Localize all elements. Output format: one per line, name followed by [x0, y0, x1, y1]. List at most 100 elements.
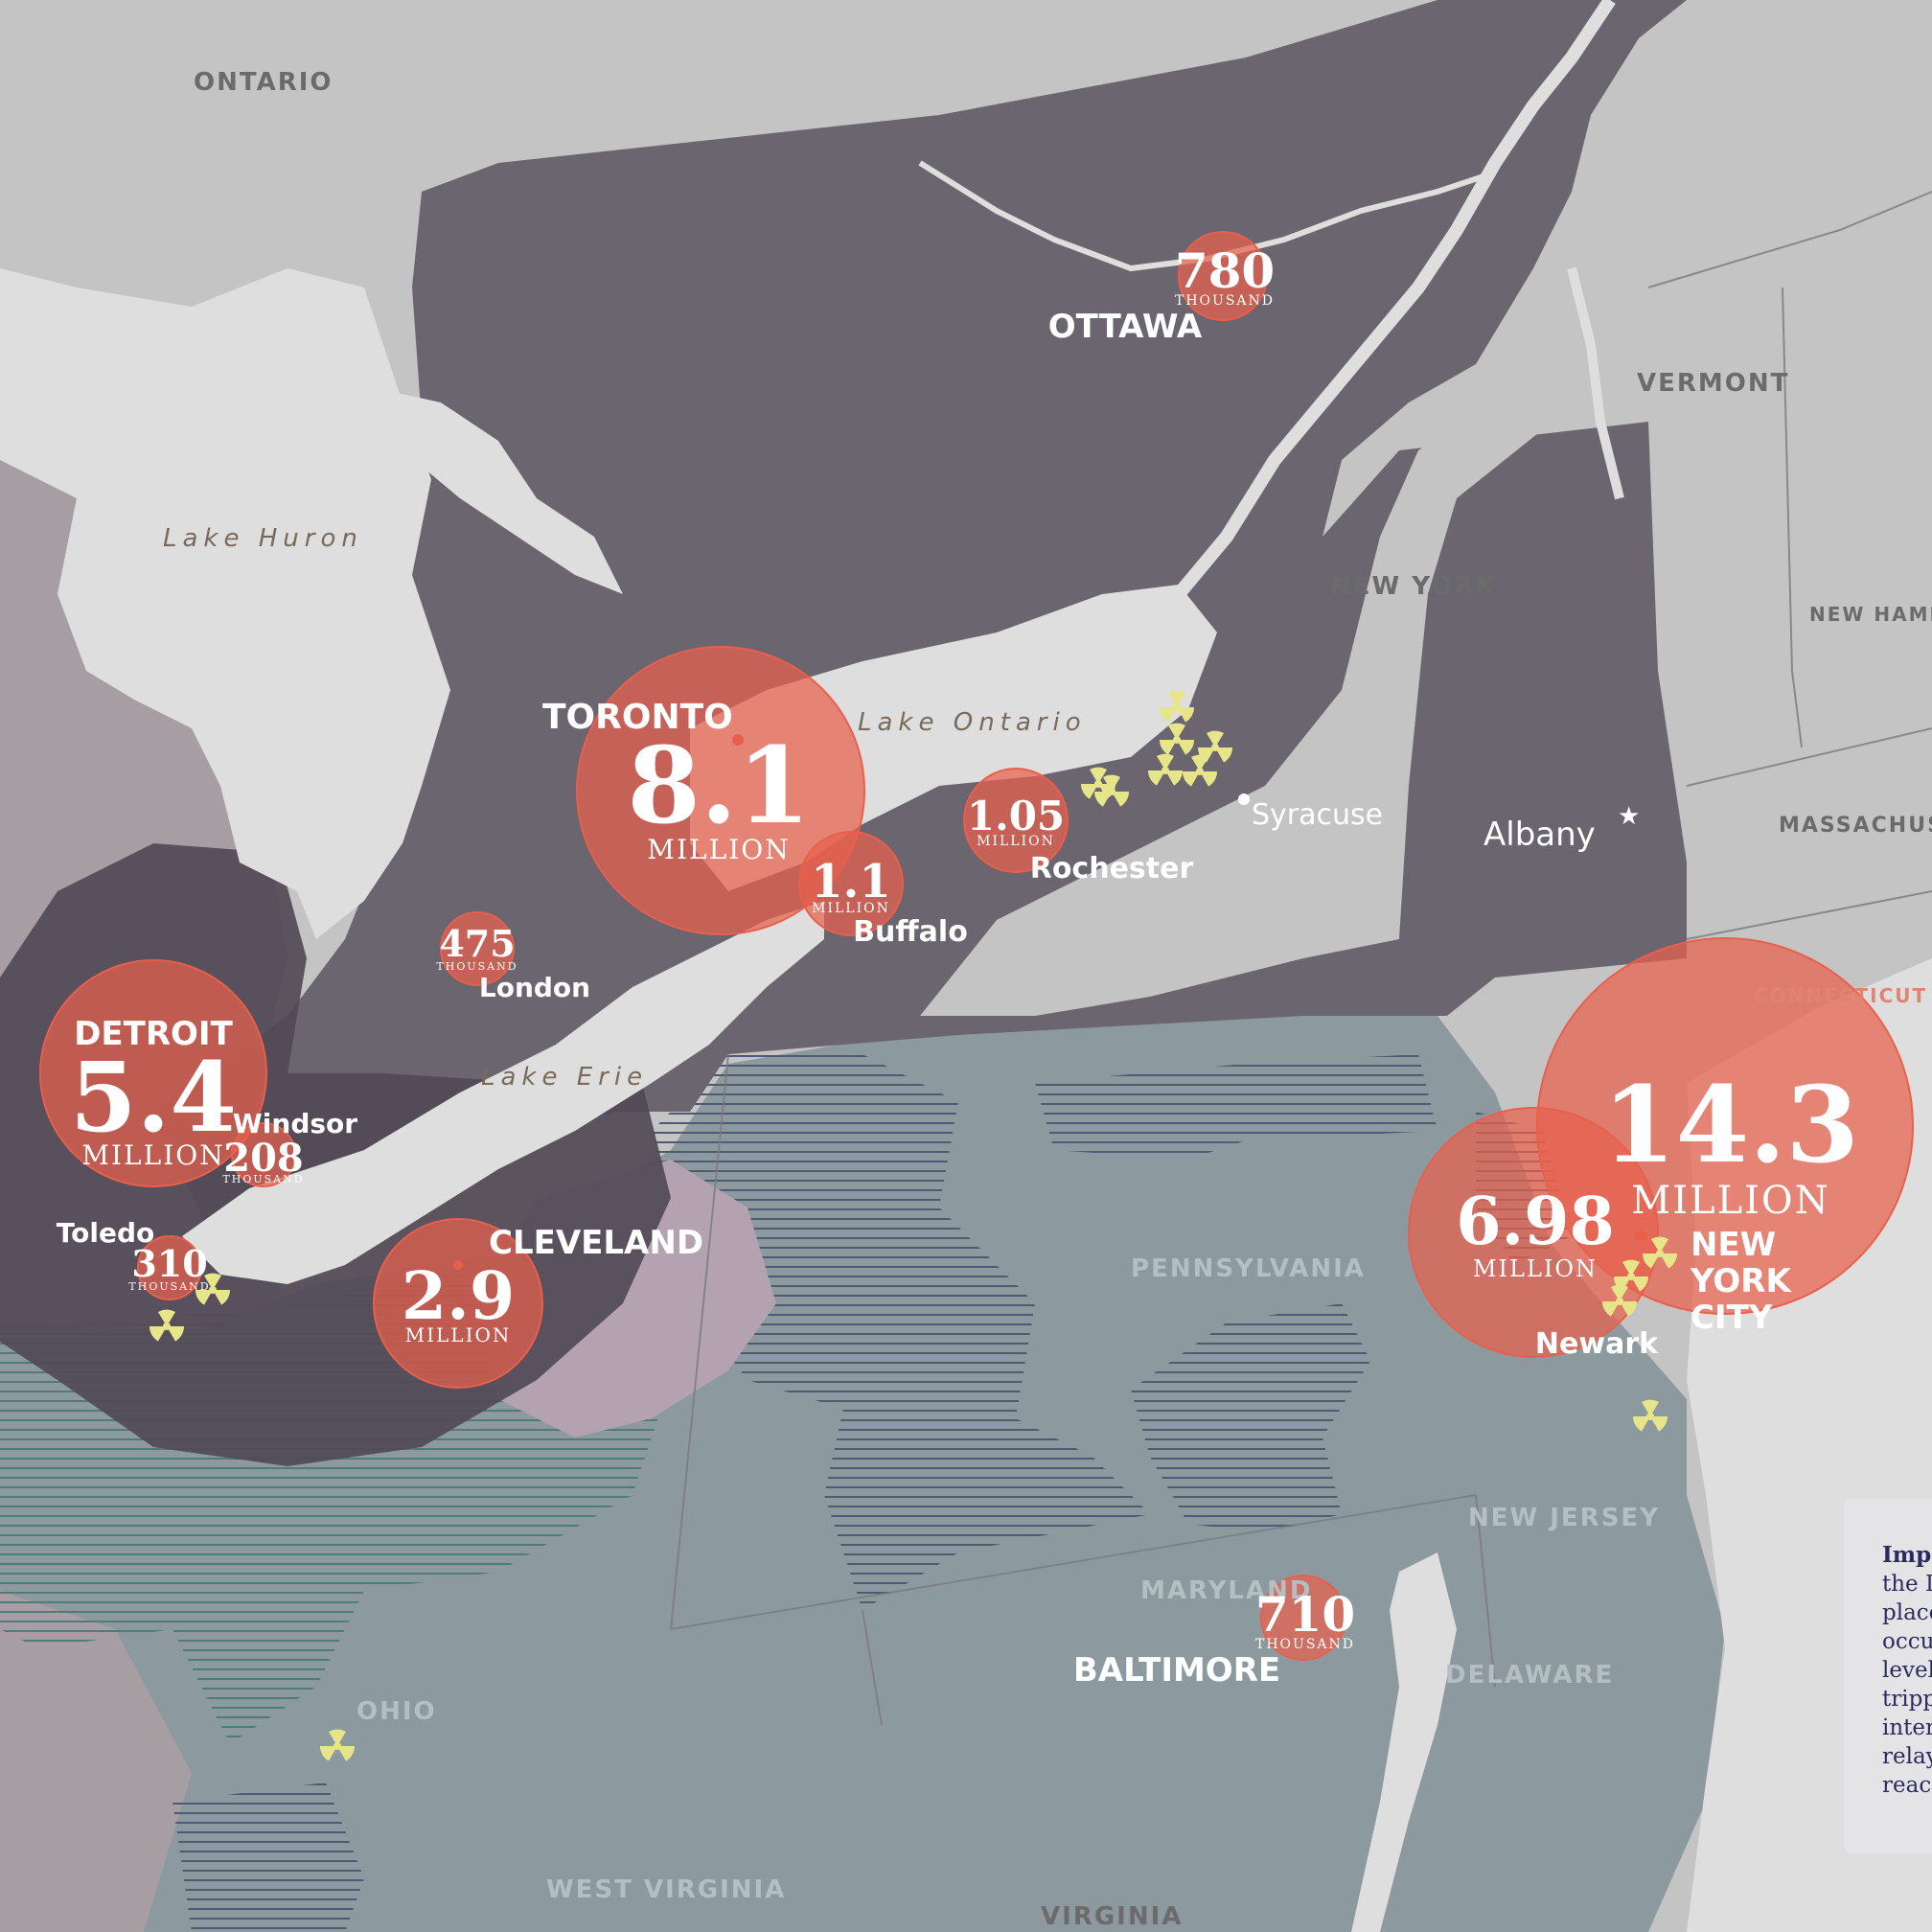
bubbles	[39, 231, 1914, 1661]
rochester-unit: MILLION	[977, 834, 1055, 849]
chesapeake-bay	[1351, 1552, 1457, 1932]
lake-champlain	[1567, 266, 1624, 500]
nyc-name-line2: YORK	[1690, 1262, 1792, 1300]
newark-name: Newark	[1535, 1327, 1659, 1361]
nyc-name-line3: CITY	[1690, 1299, 1773, 1337]
nyc-name-line1: NEW	[1690, 1226, 1776, 1264]
label-pennsylvania: PENNSYLVANIA	[1131, 1254, 1366, 1283]
syracuse-name: Syracuse	[1252, 798, 1383, 832]
london-value: 475	[439, 922, 515, 965]
lake-labels: Lake Huron Lake Ontario Lake Erie	[163, 524, 1087, 1092]
detroit-unit: MILLION	[81, 1139, 224, 1171]
nyc-marker	[1635, 1230, 1646, 1242]
baltimore-unit: THOUSAND	[1255, 1637, 1355, 1652]
note-panel: Imp the I place occu level tripp inter r…	[1844, 1499, 1932, 1853]
label-west-virginia: WEST VIRGINIA	[546, 1875, 786, 1904]
toledo-bubble	[137, 1235, 202, 1300]
buffalo-unit: MILLION	[812, 901, 890, 916]
label-ohio: OHIO	[356, 1697, 437, 1726]
ottawa-name: OTTAWA	[1048, 308, 1203, 346]
region-labels: ONTARIO VERMONT NEW YORK NEW HAMP MASSAC…	[194, 68, 1932, 1931]
note-line-5: level	[1882, 1658, 1932, 1683]
baltimore-name: BALTIMORE	[1073, 1651, 1280, 1690]
detroit-bubble	[39, 959, 267, 1187]
london-bubble	[440, 911, 515, 986]
cleveland-name: CLEVELAND	[489, 1224, 703, 1262]
london-unit: THOUSAND	[436, 960, 518, 973]
toronto-name: TORONTO	[542, 698, 733, 737]
cleveland-marker	[453, 1260, 463, 1270]
blackout-area	[153, 0, 1687, 1284]
toledo-name: Toledo	[57, 1217, 154, 1249]
baltimore-bubble	[1260, 1575, 1346, 1661]
syracuse-marker	[1238, 794, 1250, 805]
label-delaware: DELAWARE	[1445, 1661, 1614, 1690]
newark-value: 6.98	[1456, 1184, 1615, 1260]
windsor-name: Windsor	[233, 1108, 357, 1139]
toledo-unit: THOUSAND	[128, 1280, 210, 1293]
hatched-area-wv	[172, 1782, 364, 1932]
windsor-bubble	[231, 1122, 296, 1187]
baltimore-value: 710	[1255, 1586, 1355, 1643]
lake-huron	[0, 268, 450, 939]
albany-star-icon: ★	[1618, 802, 1640, 831]
hatched-area-pennsylvania-west	[652, 1054, 1150, 1610]
albany-name: Albany	[1484, 816, 1596, 854]
label-maryland: MARYLAND	[1140, 1576, 1312, 1605]
label-virginia: VIRGINIA	[1041, 1902, 1183, 1931]
label-vermont: VERMONT	[1637, 369, 1789, 398]
lake-erie	[182, 901, 824, 1284]
note-line-9: react	[1882, 1773, 1932, 1798]
toronto-marker	[732, 734, 744, 746]
buffalo-name: Buffalo	[853, 915, 968, 949]
toronto-bubble	[576, 646, 865, 935]
detroit-value: 5.4	[70, 1041, 237, 1154]
ottawa-bubble	[1178, 231, 1268, 321]
label-new-york: NEW YORK	[1330, 572, 1496, 601]
note-line-7: inter	[1882, 1715, 1932, 1740]
windsor-value: 208	[223, 1136, 304, 1181]
new-york-unaffected	[920, 345, 1572, 1016]
detroit-name: DETROIT	[74, 1015, 233, 1053]
newark-unit: MILLION	[1473, 1255, 1598, 1282]
label-new-hampshire: NEW HAMP	[1809, 603, 1932, 626]
label-lake-ontario: Lake Ontario	[858, 708, 1087, 737]
toronto-unit: MILLION	[647, 834, 790, 865]
label-new-jersey: NEW JERSEY	[1468, 1504, 1660, 1532]
nyc-value: 14.3	[1602, 1063, 1859, 1186]
toledo-value: 310	[131, 1242, 207, 1285]
cleveland-unit: MILLION	[405, 1323, 512, 1346]
hatched-area-pennsylvania-central	[1131, 1303, 1370, 1533]
label-connecticut: CONNECTICUT	[1754, 984, 1927, 1007]
label-lake-erie: Lake Erie	[481, 1063, 648, 1092]
label-massachusetts: MASSACHUS	[1779, 814, 1932, 838]
note-line-4: occu	[1882, 1629, 1932, 1654]
newark-bubble	[1408, 1107, 1659, 1358]
note-line-3: place	[1882, 1600, 1932, 1625]
nyc-unit: MILLION	[1631, 1179, 1829, 1223]
hatched-area-pennsylvania-north	[1035, 1054, 1438, 1160]
ottawa-unit: THOUSAND	[1175, 293, 1275, 309]
note-line-6: tripp	[1882, 1687, 1932, 1712]
label-ontario: ONTARIO	[194, 68, 334, 97]
rochester-name: Rochester	[1030, 852, 1194, 886]
buffalo-value: 1.1	[811, 855, 891, 908]
cleveland-bubble	[373, 1218, 543, 1389]
london-name: London	[479, 972, 590, 1003]
lake-huron-east	[355, 383, 623, 594]
state-borders	[670, 191, 1932, 1726]
note-panel-background	[1844, 1499, 1932, 1853]
cleveland-value: 2.9	[402, 1258, 515, 1335]
toronto-value: 8.1	[627, 724, 810, 847]
st-lawrence-river	[1173, 0, 1616, 599]
ottawa-value: 780	[1175, 242, 1275, 299]
label-lake-huron: Lake Huron	[163, 524, 363, 553]
note-line-8: relay	[1882, 1744, 1932, 1769]
note-line-1: Imp	[1882, 1542, 1931, 1568]
rochester-bubble	[963, 768, 1069, 873]
note-line-2: the I	[1882, 1572, 1932, 1597]
rochester-value: 1.05	[967, 793, 1065, 840]
windsor-unit: THOUSAND	[222, 1173, 304, 1185]
buffalo-bubble	[798, 831, 904, 936]
